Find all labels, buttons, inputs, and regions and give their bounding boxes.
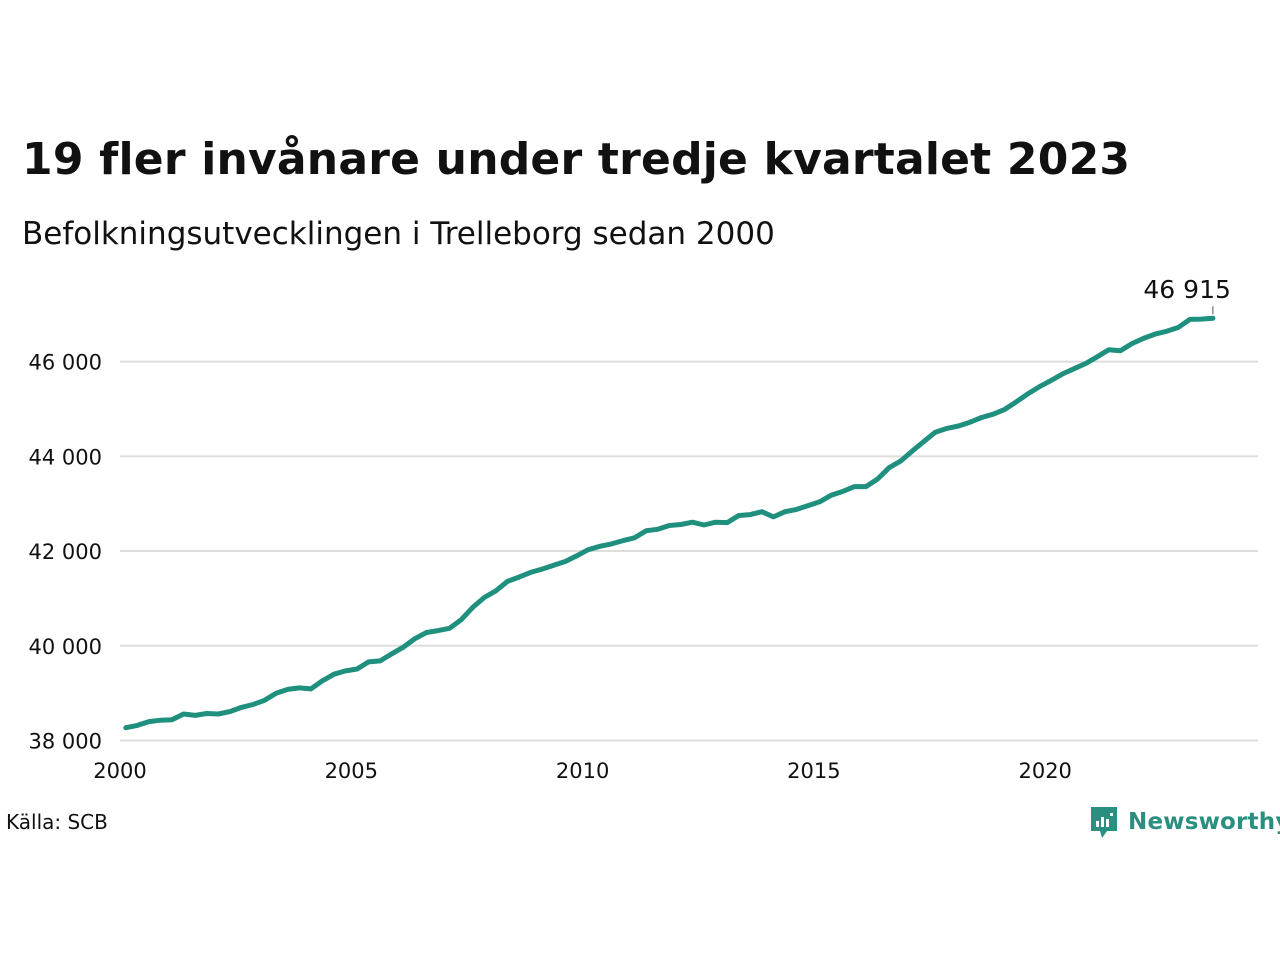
series-line — [123, 315, 1216, 731]
y-axis-ticks: 38 000 40 000 42 000 44 000 46 000 — [29, 351, 102, 754]
y-tick-label: 42 000 — [29, 540, 102, 564]
x-axis-ticks: 2000 2005 2010 2015 2020 — [93, 759, 1072, 783]
y-tick-label: 44 000 — [29, 445, 102, 469]
brand-logo: Newsworthy — [1088, 804, 1280, 840]
y-tick-label: 38 000 — [29, 730, 102, 754]
x-tick-label: 2015 — [787, 759, 840, 783]
x-tick-label: 2020 — [1018, 759, 1071, 783]
newsworthy-logo-icon — [1091, 807, 1117, 838]
source-note: Källa: SCB — [6, 810, 108, 834]
chart-subtitle: Befolkningsutvecklingen i Trelleborg sed… — [22, 216, 775, 252]
series-group — [123, 315, 1216, 731]
x-tick-label: 2000 — [93, 759, 146, 783]
gridlines — [120, 360, 1258, 742]
end-value-label: 46 915 — [1143, 275, 1230, 304]
x-tick-label: 2010 — [556, 759, 609, 783]
y-tick-label: 40 000 — [29, 635, 102, 659]
x-tick-label: 2005 — [325, 759, 378, 783]
brand-name: Newsworthy — [1128, 809, 1280, 835]
annotations: 46 915 — [1143, 275, 1231, 315]
y-tick-label: 46 000 — [29, 351, 102, 375]
chart-title: 19 fler invånare under tredje kvartalet … — [22, 134, 1131, 185]
